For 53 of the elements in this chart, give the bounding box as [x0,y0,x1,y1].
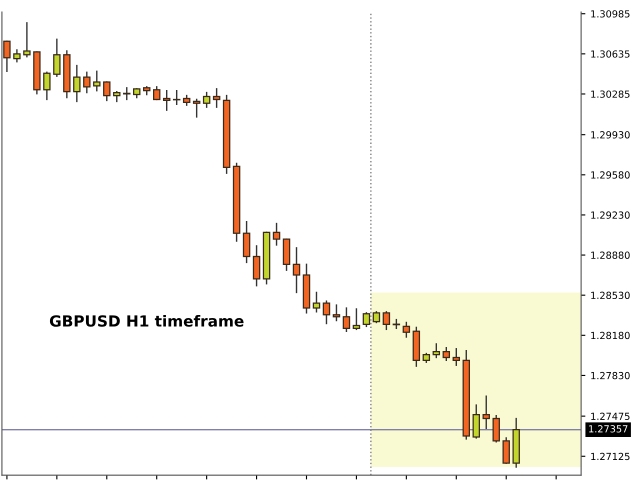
candlestick [43,72,51,100]
candlestick [13,49,21,62]
candlestick [212,88,220,108]
candlestick [252,245,260,286]
candlestick [182,94,190,106]
candlestick [332,304,340,322]
candlestick [123,87,130,100]
y-tick-label: 1.30285 [591,90,630,98]
candlestick [392,318,400,330]
candlestick [162,90,170,111]
candlestick [172,90,180,105]
candlestick [382,311,390,330]
candlestick [53,38,61,77]
y-tick-label: 1.28180 [591,332,630,340]
y-tick-label: 1.28880 [591,252,630,259]
candlestick [322,300,330,324]
y-tick-label: 1.30635 [591,50,630,58]
candlestick [103,81,110,102]
y-tick-label: 1.28530 [591,292,630,300]
y-tick-label: 1.27475 [591,412,630,420]
y-tick-label: 1.27830 [591,372,630,380]
candlestick [192,98,200,118]
candlestick [502,437,510,464]
candlestick [362,312,370,328]
candlestick [202,92,210,108]
candlestick [113,90,120,102]
candlestick [93,70,101,92]
candlestick [152,86,160,100]
candlestick [312,292,320,313]
candlestick [342,307,350,332]
candlestick [272,222,280,246]
candlestick [472,404,480,439]
y-tick-label: 1.30985 [591,10,630,18]
candlestick [372,311,380,324]
candlestick [23,22,31,58]
candlestick [482,396,490,429]
candlestick [292,247,300,294]
candlestick [83,72,91,94]
y-tick-label: 1.27125 [591,452,630,460]
candlestick [432,343,440,358]
ref-line-label: 1.27357 [589,425,628,433]
candlestick [402,322,410,338]
y-tick-label: 1.29580 [591,171,630,179]
y-tick-label: 1.29930 [591,131,630,139]
y-tick-label: 1.29230 [591,211,630,219]
candlestick [242,221,250,264]
candlestick [73,64,81,102]
annotation: GBPUSD H1 timeframe [50,314,244,327]
candlestick [452,348,460,366]
candlestick [442,347,450,362]
candlestick [492,415,500,443]
candlestick [352,308,360,330]
candlestick [3,40,11,72]
